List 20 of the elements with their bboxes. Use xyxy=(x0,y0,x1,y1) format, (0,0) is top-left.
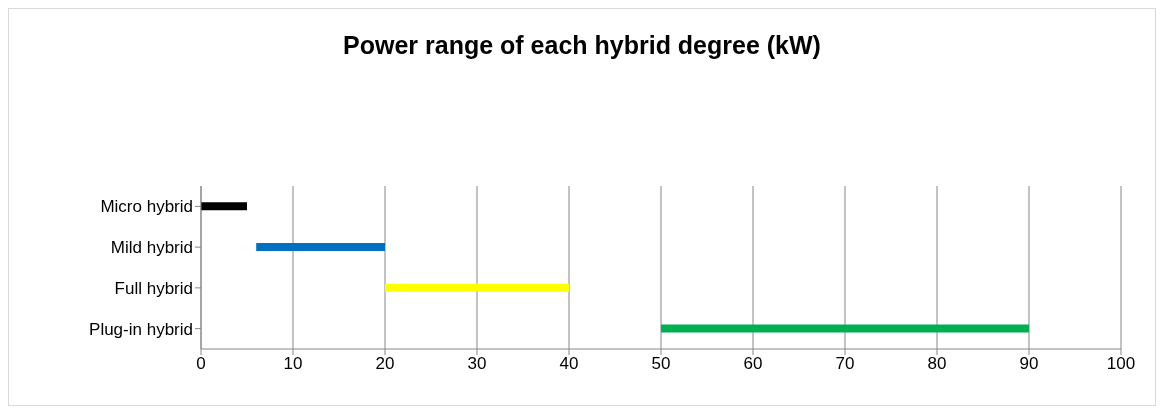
x-tick-label: 20 xyxy=(375,354,395,374)
y-tick-label: Plug-in hybrid xyxy=(89,319,193,339)
bar xyxy=(661,324,1029,333)
bar xyxy=(385,283,569,292)
x-tick-label: 30 xyxy=(467,354,487,374)
y-tick-label: Mild hybrid xyxy=(110,238,193,258)
x-tick-label: 100 xyxy=(1106,354,1136,374)
y-tick-label: Full hybrid xyxy=(114,278,193,298)
x-tick-label: 90 xyxy=(1019,354,1039,374)
chart-title: Power range of each hybrid degree (kW) xyxy=(342,30,822,61)
x-tick-label: 70 xyxy=(835,354,855,374)
x-tick-label: 60 xyxy=(743,354,763,374)
x-tick-label: 10 xyxy=(283,354,303,374)
bar xyxy=(256,243,385,252)
y-tick-label: Micro hybrid xyxy=(100,197,193,217)
x-tick-label: 80 xyxy=(927,354,947,374)
x-tick-label: 50 xyxy=(651,354,671,374)
x-tick-label: 0 xyxy=(196,354,206,374)
bar xyxy=(201,202,247,211)
x-tick-label: 40 xyxy=(559,354,579,374)
